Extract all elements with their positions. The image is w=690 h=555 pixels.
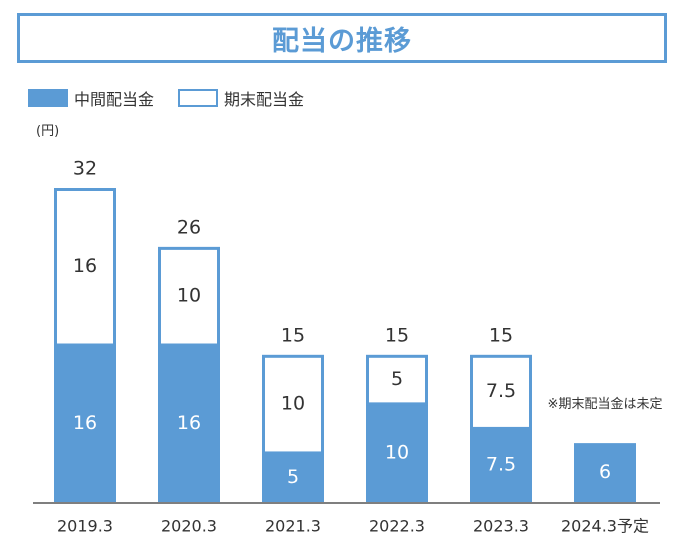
bar-interim-0 bbox=[54, 345, 116, 502]
legend-swatch-final bbox=[178, 89, 219, 107]
bar-interim-3 bbox=[366, 403, 428, 502]
title-box: 配当の推移 bbox=[17, 13, 667, 63]
x-tick-label-2: 2021.3 bbox=[265, 517, 321, 536]
label-total-1: 26 bbox=[177, 216, 201, 238]
label-final-2: 10 bbox=[281, 392, 305, 414]
legend-label-interim: 中間配当金 bbox=[74, 90, 155, 109]
bar-final-0 bbox=[54, 188, 116, 347]
bar-final-1 bbox=[158, 246, 220, 347]
legend: 中間配当金 期末配当金 bbox=[28, 86, 328, 110]
legend-item-interim: 中間配当金 bbox=[28, 86, 154, 110]
label-interim-5: 6 bbox=[599, 461, 611, 483]
x-tick-label-5: 2024.3予定 bbox=[561, 517, 649, 536]
bar-final-2 bbox=[262, 354, 324, 455]
legend-label-final: 期末配当金 bbox=[224, 90, 305, 109]
bar-interim-2 bbox=[262, 452, 324, 502]
bar-final-4 bbox=[470, 354, 532, 430]
bar-interim-5 bbox=[574, 443, 636, 502]
label-final-3: 5 bbox=[391, 368, 403, 390]
label-interim-2: 5 bbox=[287, 466, 299, 488]
chart-title: 配当の推移 bbox=[272, 25, 412, 57]
x-tick-label-3: 2022.3 bbox=[369, 517, 425, 536]
bar-final-3 bbox=[366, 354, 428, 406]
x-tick-label-0: 2019.3 bbox=[57, 517, 113, 536]
label-interim-4: 7.5 bbox=[486, 454, 516, 476]
y-unit-label: (円) bbox=[36, 124, 60, 139]
legend-swatch-interim bbox=[28, 89, 68, 107]
x-tick-label-4: 2023.3 bbox=[473, 517, 529, 536]
note-text: ※期末配当金は未定 bbox=[547, 397, 663, 412]
label-total-0: 32 bbox=[73, 158, 97, 180]
label-interim-0: 16 bbox=[73, 412, 97, 434]
label-final-1: 10 bbox=[177, 284, 201, 306]
label-total-3: 15 bbox=[385, 324, 409, 346]
bar-interim-4 bbox=[470, 428, 532, 502]
label-total-2: 15 bbox=[281, 324, 305, 346]
label-final-0: 16 bbox=[73, 255, 97, 277]
label-final-4: 7.5 bbox=[486, 380, 516, 402]
legend-item-final: 期末配当金 bbox=[178, 86, 304, 110]
label-interim-3: 10 bbox=[385, 441, 409, 463]
x-tick-label-1: 2020.3 bbox=[161, 517, 217, 536]
label-interim-1: 16 bbox=[177, 412, 201, 434]
label-total-4: 15 bbox=[489, 324, 513, 346]
bar-interim-1 bbox=[158, 345, 220, 502]
